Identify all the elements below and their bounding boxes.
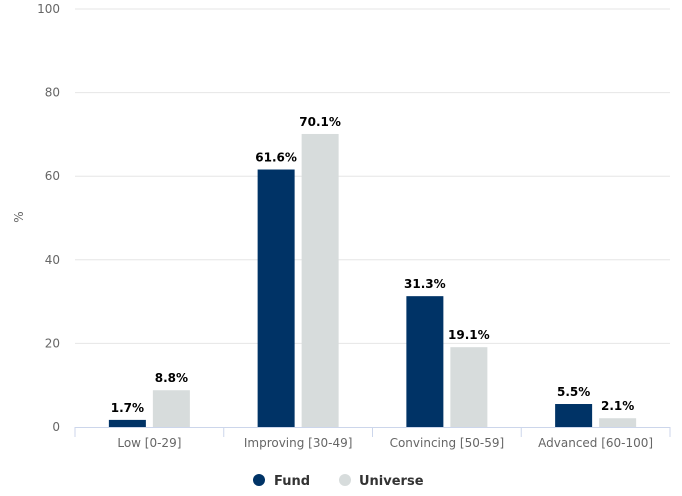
x-category-label: Improving [30-49] — [244, 436, 353, 450]
bar-universe[interactable] — [599, 418, 637, 427]
y-tick-label: 0 — [52, 420, 60, 434]
y-tick-label: 60 — [45, 169, 60, 183]
bar-fund[interactable] — [108, 419, 146, 427]
data-label: 8.8% — [155, 371, 188, 385]
data-label: 1.7% — [111, 401, 144, 415]
bar-fund[interactable] — [406, 296, 444, 427]
x-category-label: Low [0-29] — [117, 436, 181, 450]
grid-layer — [75, 8, 670, 344]
bar-universe[interactable] — [301, 133, 339, 427]
data-label: 31.3% — [404, 277, 446, 291]
legend-item-universe[interactable]: Universe — [339, 474, 424, 489]
y-tick-label: 20 — [45, 336, 60, 350]
data-label: 2.1% — [601, 399, 634, 413]
data-label: 5.5% — [557, 385, 590, 399]
x-category-label: Advanced [60-100] — [538, 436, 653, 450]
legend-label: Fund — [274, 474, 310, 489]
legend-marker — [339, 474, 351, 486]
label-layer: 1.7% 8.8% 61.6% 70.1% 31.3% 19.1% 5.5% 2.1% — [111, 115, 635, 415]
data-label: 19.1% — [448, 328, 490, 342]
bar-universe[interactable] — [152, 390, 190, 427]
bar-universe[interactable] — [450, 347, 488, 427]
x-category-label: Convincing [50-59] — [390, 436, 505, 450]
data-label: 61.6% — [255, 151, 297, 165]
legend: Fund Universe — [253, 474, 424, 489]
y-tick-label: 100 — [37, 2, 60, 16]
y-tick-label: 80 — [45, 86, 60, 100]
y-tick-label: 40 — [45, 253, 60, 267]
legend-label: Universe — [359, 474, 424, 489]
data-label: 70.1% — [299, 115, 341, 129]
y-axis-label: % — [12, 211, 26, 222]
axis-layer: 0 20 40 60 80 100 Low [0-29] Improving [30-49] C… — [37, 2, 671, 450]
bar-layer — [108, 133, 637, 427]
bar-fund[interactable] — [555, 404, 593, 427]
legend-item-fund[interactable]: Fund — [253, 474, 310, 489]
bar-fund[interactable] — [257, 169, 295, 427]
legend-marker — [253, 474, 265, 486]
